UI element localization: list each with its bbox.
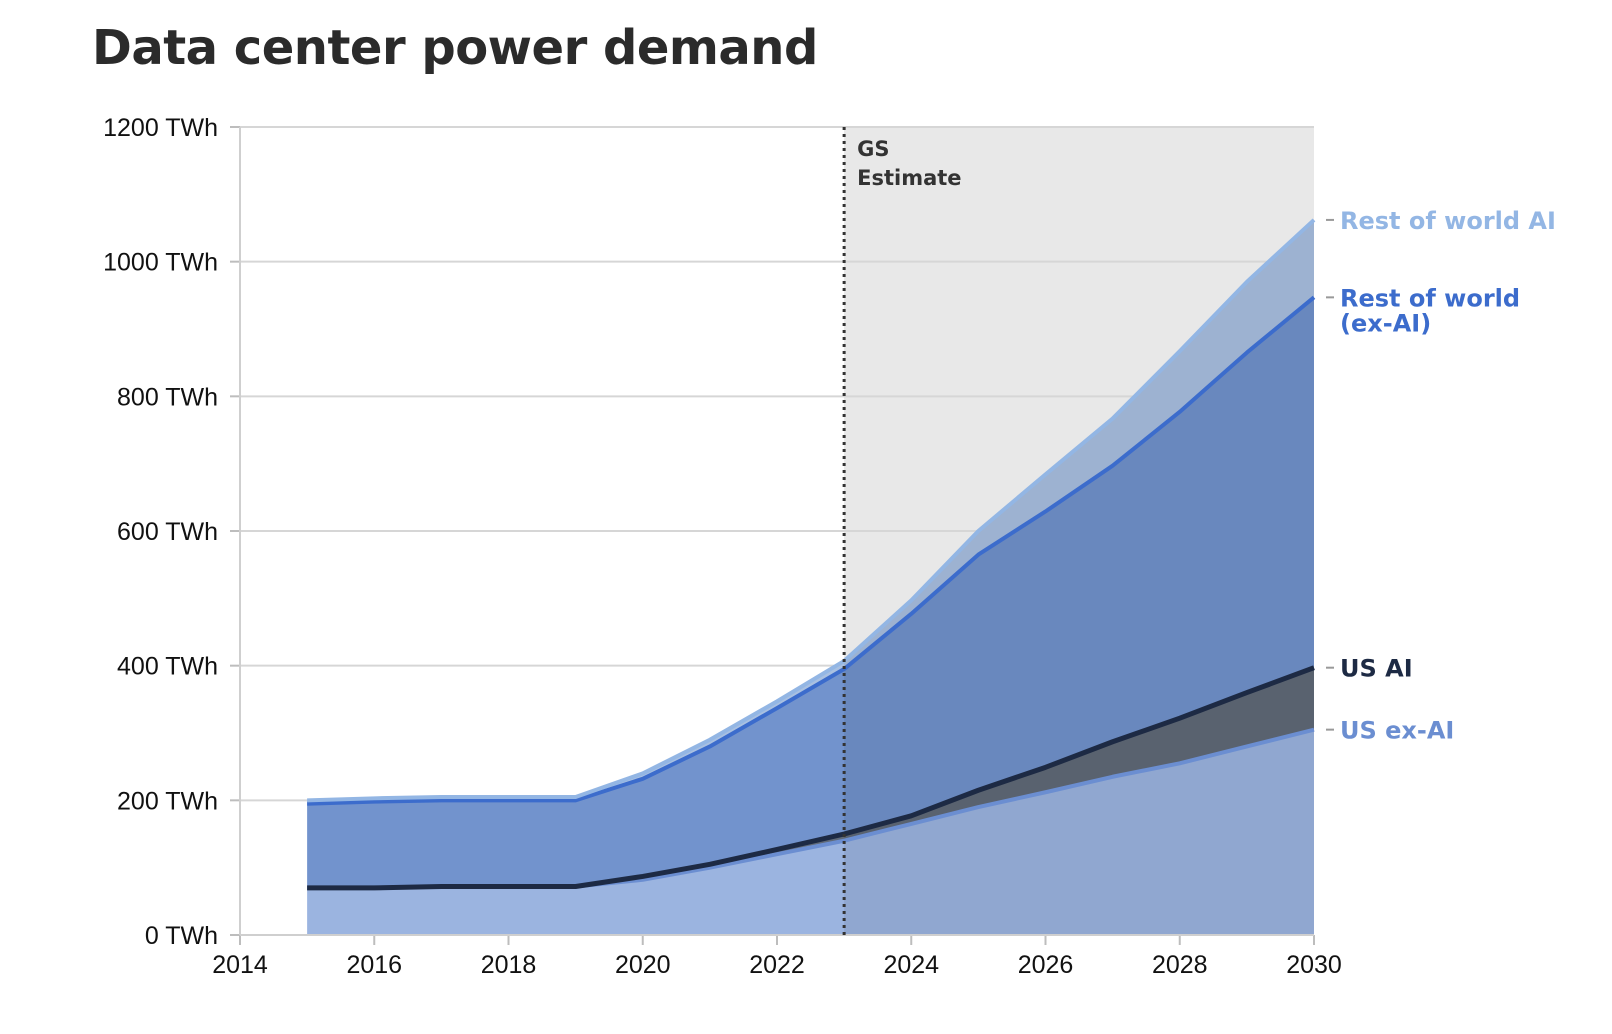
line-rest-of-world-ai xyxy=(307,218,1316,803)
x-tick-label: 2020 xyxy=(615,951,671,979)
line-us-ai xyxy=(307,665,1315,891)
series-label-rest-of-world-ex-ai: Rest of world (ex-AI) xyxy=(1340,284,1520,337)
y-tick-label: 400 TWh xyxy=(117,653,218,681)
x-tick-label: 2024 xyxy=(883,951,939,979)
x-tick-label: 2030 xyxy=(1286,951,1342,979)
x-tick-label: 2022 xyxy=(749,951,805,979)
series-label-rest-of-world-ai: Rest of world AI xyxy=(1340,207,1556,235)
area-rest-of-world-ex-ai xyxy=(307,297,1314,888)
y-tick-label: 1000 TWh xyxy=(103,249,218,277)
area-us-ex-ai xyxy=(307,729,1314,935)
line-rest-of-world-ex-ai xyxy=(307,295,1316,806)
x-tick-label: 2026 xyxy=(1018,951,1074,979)
x-tick-label: 2014 xyxy=(212,951,268,979)
y-tick-label: 800 TWh xyxy=(117,383,218,411)
y-tick-label: 1200 TWh xyxy=(103,114,218,142)
forecast-label-line2: Estimate xyxy=(857,166,961,190)
y-tick-label: 200 TWh xyxy=(117,787,218,815)
x-tick-label: 2016 xyxy=(346,951,402,979)
y-tick-label: 600 TWh xyxy=(117,518,218,546)
y-tick-label: 0 TWh xyxy=(145,922,218,950)
chart-title: Data center power demand xyxy=(92,20,818,76)
forecast-label-line1: GS xyxy=(857,137,889,161)
x-tick-label: 2028 xyxy=(1152,951,1208,979)
series-label-us-ex-ai: US ex-AI xyxy=(1340,717,1454,745)
x-tick-label: 2018 xyxy=(481,951,537,979)
series-label-us-ai: US AI xyxy=(1340,655,1413,683)
